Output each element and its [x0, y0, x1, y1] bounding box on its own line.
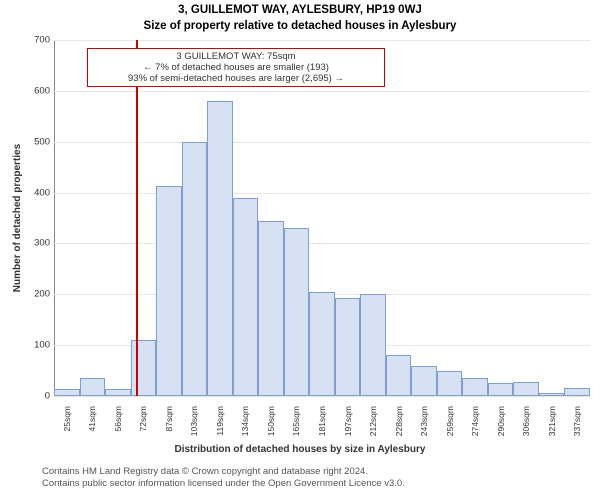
histogram-bar: [386, 355, 412, 396]
x-tick-label: 181sqm: [317, 406, 327, 452]
x-tick-label: 290sqm: [496, 406, 506, 452]
histogram-bar: [182, 142, 208, 396]
page-title-address: 3, GUILLEMOT WAY, AYLESBURY, HP19 0WJ: [0, 4, 600, 16]
histogram-bar: [54, 389, 80, 396]
x-tick-label: 228sqm: [394, 406, 404, 452]
histogram-bar: [411, 366, 437, 397]
histogram-bar: [309, 292, 335, 396]
histogram-bar: [156, 186, 182, 396]
y-tick-label: 400: [20, 187, 50, 198]
x-tick-label: 321sqm: [547, 406, 557, 452]
x-tick-label: 103sqm: [189, 406, 199, 452]
histogram-bar: [284, 228, 310, 396]
histogram-bar: [462, 378, 488, 396]
gridline: [54, 396, 590, 397]
y-tick-label: 0: [20, 391, 50, 402]
gridline: [54, 243, 590, 244]
y-tick-label: 600: [20, 85, 50, 96]
histogram-bar: [564, 388, 590, 396]
x-tick-label: 274sqm: [470, 406, 480, 452]
x-tick-label: 72sqm: [138, 406, 148, 452]
x-tick-label: 87sqm: [164, 406, 174, 452]
page-subtitle: Size of property relative to detached ho…: [0, 20, 600, 32]
y-tick-label: 500: [20, 136, 50, 147]
x-tick-label: 337sqm: [572, 406, 582, 452]
annotation-line-1: 3 GUILLEMOT WAY: 75sqm: [90, 51, 382, 62]
histogram-bar: [131, 340, 157, 396]
gridline: [54, 40, 590, 41]
histogram-bar: [513, 382, 539, 396]
x-tick-label: 56sqm: [113, 406, 123, 452]
y-tick-label: 200: [20, 289, 50, 300]
x-tick-label: 150sqm: [266, 406, 276, 452]
x-tick-label: 119sqm: [215, 406, 225, 452]
histogram-bar: [539, 393, 565, 396]
x-tick-label: 25sqm: [62, 406, 72, 452]
histogram-bar: [207, 101, 233, 396]
histogram-bar: [360, 294, 386, 396]
histogram-bar: [258, 221, 284, 396]
gridline: [54, 193, 590, 194]
attribution-footer: Contains HM Land Registry data © Crown c…: [42, 466, 405, 490]
x-tick-label: 165sqm: [291, 406, 301, 452]
x-tick-label: 197sqm: [343, 406, 353, 452]
annotation-line-2: ← 7% of detached houses are smaller (193…: [90, 62, 382, 73]
y-axis-line: [54, 40, 55, 396]
footer-line-2: Contains public sector information licen…: [42, 478, 405, 490]
histogram-bar: [488, 383, 514, 396]
histogram-bar: [335, 298, 361, 396]
reference-line: [136, 40, 138, 396]
x-tick-label: 243sqm: [419, 406, 429, 452]
gridline: [54, 91, 590, 92]
histogram-bar: [233, 198, 259, 396]
footer-line-1: Contains HM Land Registry data © Crown c…: [42, 466, 405, 478]
x-tick-label: 134sqm: [240, 406, 250, 452]
x-tick-label: 41sqm: [87, 406, 97, 452]
y-tick-label: 300: [20, 238, 50, 249]
histogram-bar: [437, 371, 463, 396]
x-tick-label: 259sqm: [445, 406, 455, 452]
gridline: [54, 142, 590, 143]
x-tick-label: 306sqm: [521, 406, 531, 452]
histogram-plot: [54, 40, 590, 396]
histogram-bar: [105, 389, 131, 396]
histogram-bar: [80, 378, 106, 396]
property-annotation-box: 3 GUILLEMOT WAY: 75sqm ← 7% of detached …: [87, 48, 385, 87]
x-tick-label: 212sqm: [368, 406, 378, 452]
annotation-line-3: 93% of semi-detached houses are larger (…: [90, 73, 382, 84]
y-tick-label: 700: [20, 35, 50, 46]
y-tick-label: 100: [20, 340, 50, 351]
